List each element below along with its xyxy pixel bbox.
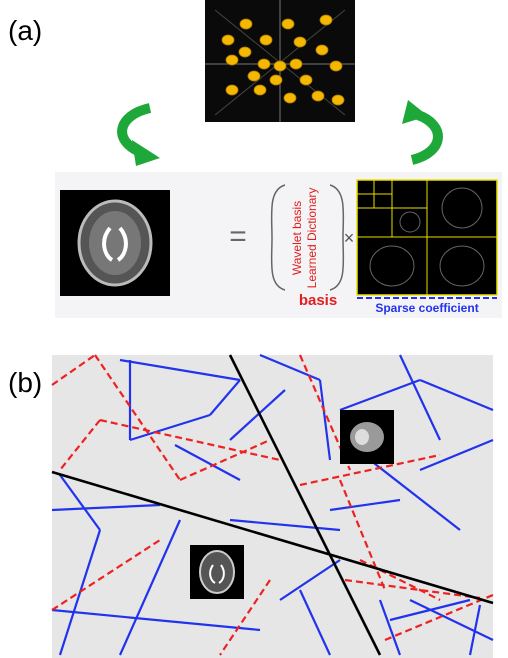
bracket (270, 184, 345, 291)
coefficient-label: Sparse coefficient (375, 301, 478, 315)
brain-thumbnail (190, 545, 244, 599)
basis-label: basis (299, 292, 337, 309)
basis-item: Wavelet basis (290, 201, 304, 275)
times-sign: × (344, 228, 355, 248)
coefficient-image (356, 179, 498, 296)
cycle-arrow (117, 100, 443, 166)
knee-image (340, 410, 394, 464)
partition-lines (51, 353, 494, 656)
basis-item: Learned Dictionary (305, 188, 319, 289)
k-space-image (205, 0, 355, 122)
brain-image (60, 190, 170, 296)
panel-label: (b) (8, 367, 42, 398)
equals-sign: = (229, 220, 247, 253)
panel-label: (a) (8, 15, 42, 46)
main-split (51, 354, 494, 656)
